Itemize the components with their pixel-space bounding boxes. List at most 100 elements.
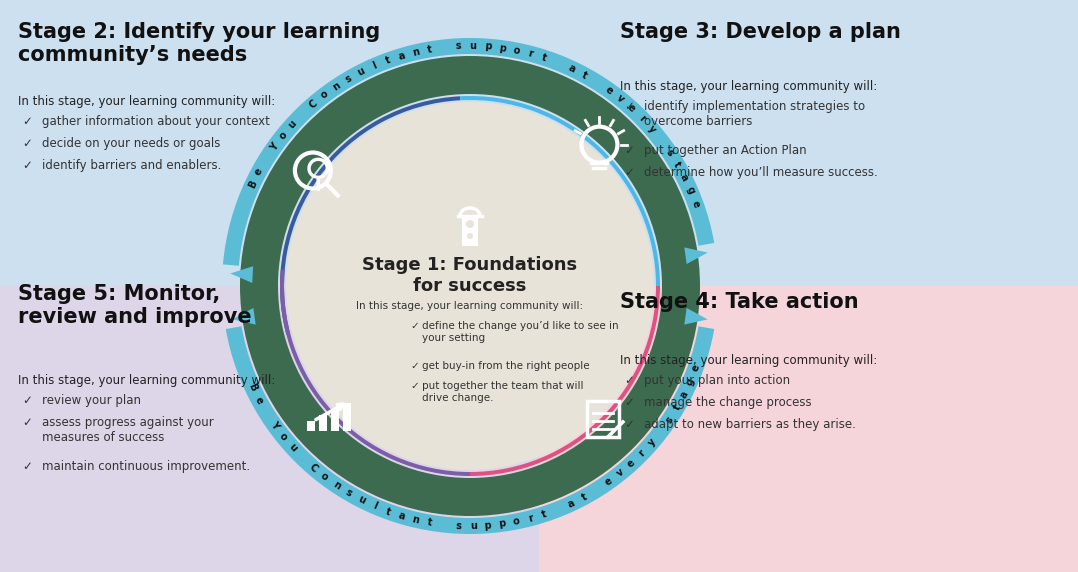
Text: t: t bbox=[384, 55, 391, 66]
Bar bbox=[331, 409, 340, 431]
Text: o: o bbox=[512, 45, 521, 56]
Text: get buy-in from the right people: get buy-in from the right people bbox=[421, 361, 590, 371]
Text: define the change you’d like to see in
your setting: define the change you’d like to see in y… bbox=[421, 321, 619, 343]
Text: t: t bbox=[580, 491, 589, 502]
Text: ✓: ✓ bbox=[22, 394, 32, 407]
Wedge shape bbox=[470, 286, 660, 476]
Text: In this stage, your learning community will:: In this stage, your learning community w… bbox=[620, 354, 877, 367]
Text: e: e bbox=[690, 199, 702, 209]
Text: ✓: ✓ bbox=[410, 361, 418, 371]
Bar bbox=[319, 415, 328, 431]
Text: e: e bbox=[690, 363, 702, 373]
Text: u: u bbox=[287, 442, 299, 454]
Text: s: s bbox=[456, 41, 461, 51]
Text: gather information about your context: gather information about your context bbox=[42, 115, 270, 128]
Text: Y: Y bbox=[268, 419, 280, 431]
Text: r: r bbox=[527, 513, 535, 524]
Text: r: r bbox=[527, 48, 535, 59]
Text: u: u bbox=[287, 118, 299, 130]
Text: t: t bbox=[672, 160, 682, 169]
Text: In this stage, your learning community will:: In this stage, your learning community w… bbox=[620, 80, 877, 93]
Text: o: o bbox=[277, 431, 289, 442]
Text: identify implementation strategies to
overcome barriers: identify implementation strategies to ov… bbox=[644, 100, 866, 128]
Text: p: p bbox=[498, 43, 507, 54]
Bar bbox=[0, 286, 1078, 572]
Text: u: u bbox=[356, 66, 367, 78]
Text: u: u bbox=[470, 41, 476, 51]
Text: e: e bbox=[604, 476, 614, 488]
Wedge shape bbox=[280, 96, 460, 335]
Text: ⚲: ⚲ bbox=[304, 157, 332, 194]
Text: a: a bbox=[566, 62, 577, 74]
Text: a: a bbox=[678, 172, 690, 182]
Text: t: t bbox=[672, 403, 682, 412]
Text: ✓: ✓ bbox=[22, 460, 32, 473]
Text: ✓: ✓ bbox=[624, 100, 634, 113]
Bar bbox=[344, 403, 351, 431]
Text: put together the team that will
drive change.: put together the team that will drive ch… bbox=[421, 381, 583, 403]
Text: Stage 1: Foundations
for success: Stage 1: Foundations for success bbox=[362, 256, 578, 295]
Wedge shape bbox=[223, 38, 715, 266]
Text: u: u bbox=[470, 521, 476, 531]
Text: u: u bbox=[356, 494, 367, 506]
Polygon shape bbox=[233, 308, 255, 324]
Wedge shape bbox=[460, 96, 660, 286]
Text: l: l bbox=[371, 501, 378, 511]
Text: a: a bbox=[678, 390, 690, 400]
Text: n: n bbox=[411, 514, 420, 526]
Polygon shape bbox=[685, 248, 707, 264]
Text: ✓: ✓ bbox=[22, 115, 32, 128]
Bar bbox=[539, 286, 1078, 572]
Text: Stage 4: Take action: Stage 4: Take action bbox=[620, 292, 858, 312]
Polygon shape bbox=[231, 266, 253, 283]
Text: C: C bbox=[307, 98, 319, 110]
Text: g: g bbox=[685, 376, 696, 387]
Text: Stage 3: Develop a plan: Stage 3: Develop a plan bbox=[620, 22, 901, 42]
Text: o: o bbox=[512, 516, 521, 527]
Wedge shape bbox=[240, 56, 700, 516]
Text: ✓: ✓ bbox=[624, 374, 634, 387]
Text: ✓: ✓ bbox=[624, 166, 634, 179]
Text: ✓: ✓ bbox=[22, 159, 32, 172]
Text: ✓: ✓ bbox=[22, 416, 32, 429]
Text: r: r bbox=[637, 448, 647, 459]
Text: C: C bbox=[307, 462, 319, 474]
Text: l: l bbox=[371, 61, 378, 71]
Text: g: g bbox=[685, 185, 696, 196]
Text: t: t bbox=[580, 70, 589, 81]
Text: n: n bbox=[331, 81, 342, 93]
Text: a: a bbox=[397, 510, 406, 522]
Circle shape bbox=[467, 233, 473, 239]
Text: t: t bbox=[427, 517, 433, 528]
Text: a: a bbox=[566, 498, 577, 510]
Text: Stage 2: Identify your learning
community’s needs: Stage 2: Identify your learning communit… bbox=[18, 22, 381, 65]
Text: review your plan: review your plan bbox=[42, 394, 141, 407]
Text: B: B bbox=[247, 382, 259, 393]
Wedge shape bbox=[225, 326, 715, 534]
Text: s: s bbox=[664, 415, 675, 425]
Text: Stage 5: Monitor,
review and improve: Stage 5: Monitor, review and improve bbox=[18, 284, 251, 327]
Text: decide on your needs or goals: decide on your needs or goals bbox=[42, 137, 220, 150]
Text: put together an Action Plan: put together an Action Plan bbox=[644, 144, 806, 157]
Wedge shape bbox=[280, 269, 470, 476]
Text: determine how you’ll measure success.: determine how you’ll measure success. bbox=[644, 166, 877, 179]
Bar bbox=[307, 421, 316, 431]
Text: adapt to new barriers as they arise.: adapt to new barriers as they arise. bbox=[644, 418, 856, 431]
Text: v: v bbox=[614, 467, 626, 479]
Text: o: o bbox=[319, 89, 330, 101]
Text: put your plan into action: put your plan into action bbox=[644, 374, 790, 387]
Bar bbox=[462, 216, 478, 246]
Text: In this stage, your learning community will:: In this stage, your learning community w… bbox=[18, 95, 275, 108]
Bar bbox=[0, 286, 539, 572]
Text: t: t bbox=[384, 506, 391, 517]
Circle shape bbox=[286, 102, 654, 470]
Text: Y: Y bbox=[268, 141, 280, 153]
Text: ✓: ✓ bbox=[22, 137, 32, 150]
Text: e: e bbox=[253, 166, 265, 177]
Text: s: s bbox=[344, 487, 354, 499]
Text: e: e bbox=[604, 84, 614, 96]
Text: s: s bbox=[456, 521, 461, 531]
Polygon shape bbox=[685, 308, 707, 324]
Text: e: e bbox=[253, 395, 265, 406]
Text: maintain continuous improvement.: maintain continuous improvement. bbox=[42, 460, 250, 473]
